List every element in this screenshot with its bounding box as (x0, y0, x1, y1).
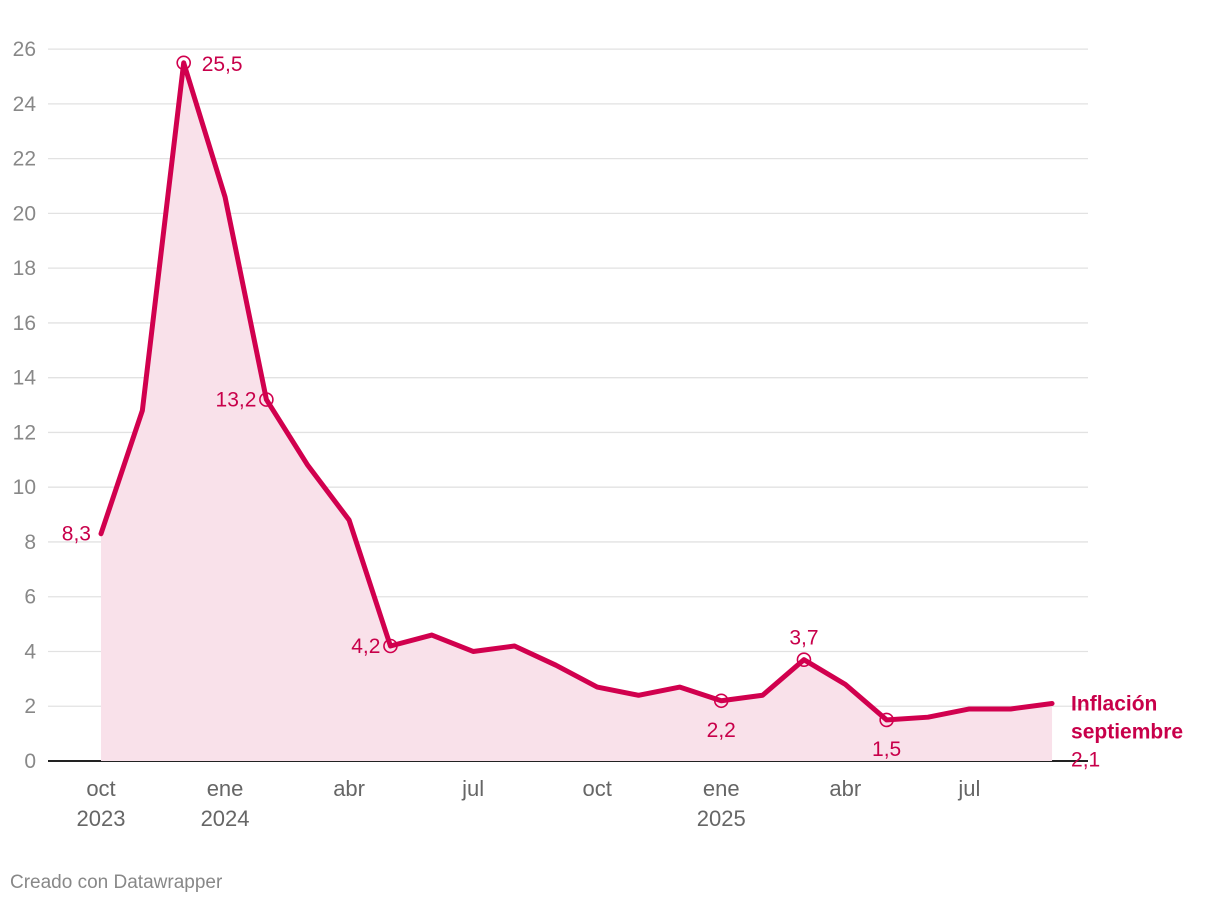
y-tick-10: 10 (13, 476, 36, 499)
y-tick-14: 14 (13, 367, 37, 390)
end-label-month: septiembre (1071, 721, 1183, 744)
x-tick-oct-0: oct (86, 776, 115, 801)
inflation-area (101, 62, 1053, 762)
marker-7 (383, 638, 398, 654)
x-tick-oct-12: oct (583, 776, 612, 801)
y-tick-16: 16 (13, 312, 36, 335)
y-tick-4: 4 (24, 640, 36, 663)
y-tick-2: 2 (24, 695, 36, 718)
data-label-7: 4,2 (351, 635, 380, 658)
y-tick-26: 26 (13, 38, 36, 61)
credit-text: Creado con Datawrapper (10, 872, 223, 893)
x-tick-abr-18: abr (829, 776, 861, 801)
x-tick-year-2024: 2024 (201, 806, 250, 831)
y-tick-0: 0 (24, 750, 36, 773)
area-layer (101, 62, 1053, 762)
data-label-19: 1,5 (872, 738, 901, 761)
x-tick-ene-15: ene (703, 776, 740, 801)
y-tick-24: 24 (13, 93, 37, 116)
marker-15 (713, 693, 729, 709)
data-label-15: 2,2 (707, 719, 736, 742)
marker-4 (259, 392, 274, 407)
x-tick-abr-6: abr (333, 776, 365, 801)
x-tick-jul-21: jul (957, 776, 980, 801)
data-label-2: 25,5 (202, 53, 243, 76)
y-tick-12: 12 (13, 421, 36, 444)
x-tick-jul-9: jul (461, 776, 484, 801)
marker-2 (176, 55, 191, 71)
y-tick-20: 20 (13, 202, 36, 225)
data-labels: 8,3 25,5 13,2 4,2 2,2 3,7 1,5 Inflación septiemb… (62, 53, 1183, 772)
data-label-0: 8,3 (62, 523, 91, 546)
marker-17 (796, 652, 812, 667)
x-tick-year-2023: 2023 (77, 806, 126, 831)
x-tick-year-2025: 2025 (697, 806, 746, 831)
data-label-17: 3,7 (789, 627, 818, 650)
end-label-name: Inflación (1071, 693, 1157, 716)
y-tick-22: 22 (13, 148, 36, 171)
y-tick-18: 18 (13, 257, 36, 280)
x-tick-ene-3: ene (207, 776, 244, 801)
axis-ticks: 02468101214161820222426oct2023ene2024abr… (13, 38, 981, 831)
y-tick-8: 8 (24, 531, 36, 554)
end-label-value: 2,1 (1071, 749, 1100, 772)
data-label-4: 13,2 (216, 389, 257, 412)
marker-19 (879, 712, 894, 728)
y-tick-6: 6 (24, 586, 36, 609)
chart-svg: 02468101214161820222426oct2023ene2024abr… (13, 38, 1183, 831)
